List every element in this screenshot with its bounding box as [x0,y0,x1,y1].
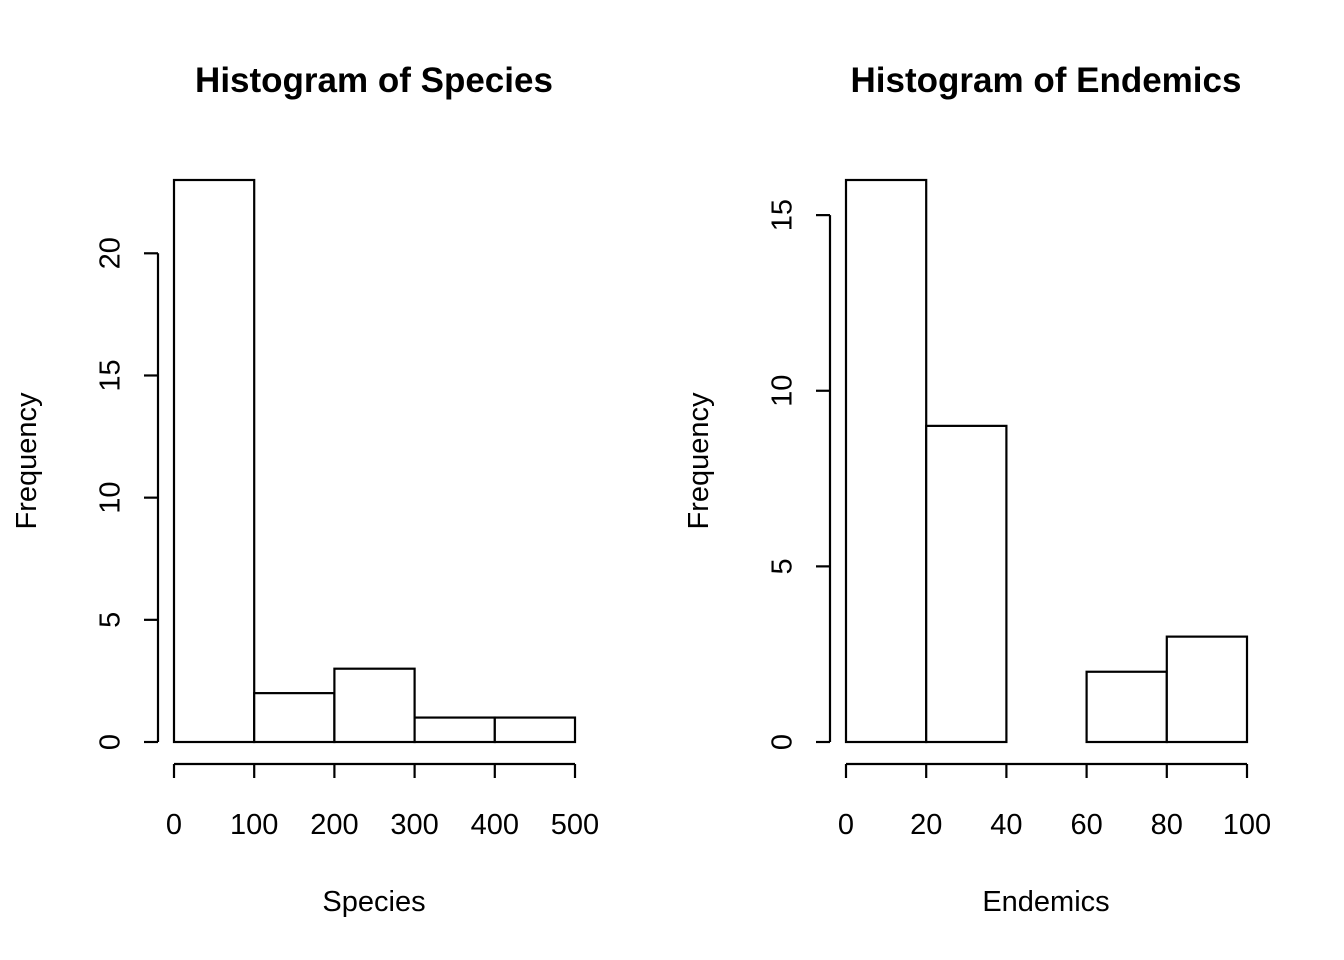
species-histogram-panel: Histogram of Species Species Frequency 0… [11,61,599,918]
histogram-bar [172,178,256,744]
x-tick-label: 100 [1223,809,1271,841]
x-tick-label: 300 [390,809,438,841]
histogram-bar [413,716,496,744]
y-tick-label: 0 [767,734,799,750]
histogram-bar [333,667,416,744]
y-axis: 0 5 10 15 20 [95,237,160,750]
x-axis: 0 100 200 300 400 500 [166,762,599,841]
chart-title: Histogram of Species [195,61,553,100]
x-tick-label: 60 [1070,809,1102,841]
x-tick-label: 100 [230,809,278,841]
x-axis-label: Species [322,886,425,918]
bar-group [172,178,577,744]
x-tick-label: 400 [471,809,519,841]
chart-title: Histogram of Endemics [851,61,1242,100]
y-axis-label: Frequency [683,392,715,530]
y-tick-label: 10 [95,482,127,514]
bar-group [844,178,1249,744]
x-tick-label: 20 [910,809,942,841]
y-tick-label: 0 [95,734,127,750]
x-axis-label: Endemics [982,886,1109,918]
x-axis: 0 20 40 60 80 100 [838,762,1271,841]
histogram-bar [1165,635,1249,744]
histogram-bar [253,692,336,744]
y-tick-label: 15 [95,359,127,391]
y-axis-label: Frequency [11,392,43,530]
y-tick-label: 15 [767,199,799,231]
histogram-bar [1085,670,1168,744]
y-tick-label: 20 [95,237,127,269]
y-tick-label: 5 [95,612,127,628]
histogram-bar [925,424,1008,744]
endemics-histogram-panel: Histogram of Endemics Endemics Frequency… [683,61,1271,918]
histogram-bar [493,716,577,744]
x-tick-label: 80 [1151,809,1183,841]
y-tick-label: 5 [767,558,799,574]
x-tick-label: 0 [838,809,854,841]
x-tick-label: 500 [551,809,599,841]
x-tick-label: 0 [166,809,182,841]
histogram-bar [844,178,928,744]
x-tick-label: 40 [990,809,1022,841]
y-axis: 0 5 10 15 [767,199,832,750]
x-tick-label: 200 [310,809,358,841]
y-tick-label: 10 [767,375,799,407]
